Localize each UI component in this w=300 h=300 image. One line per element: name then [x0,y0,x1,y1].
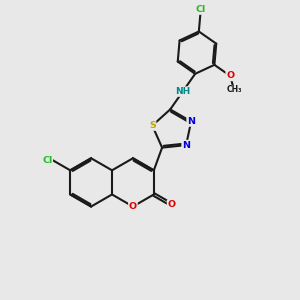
Text: O: O [168,200,176,209]
Text: O: O [129,202,137,211]
Text: CH₃: CH₃ [226,85,242,94]
Text: N: N [182,141,190,150]
Text: Cl: Cl [42,156,52,165]
Text: O: O [226,71,234,80]
Text: S: S [149,121,156,130]
Text: N: N [187,117,195,126]
Text: Cl: Cl [196,5,206,14]
Text: NH: NH [175,87,190,96]
